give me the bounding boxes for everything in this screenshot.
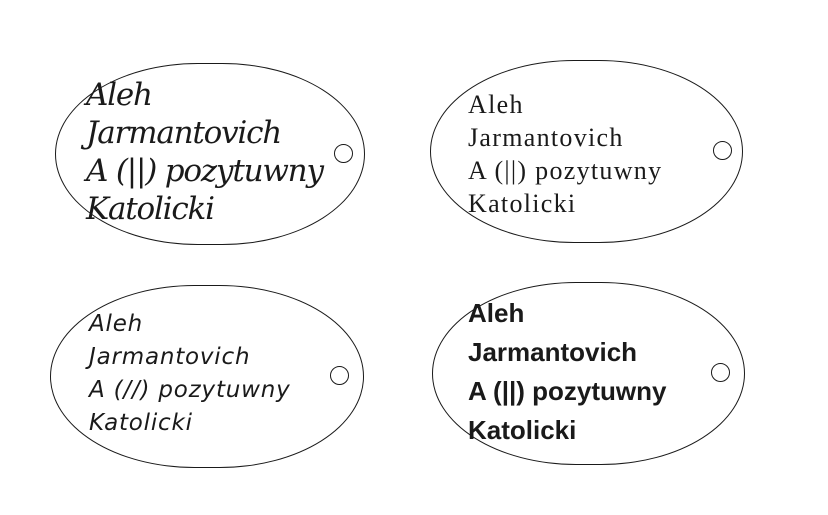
tag-text-block: Aleh Jarmantovich A (||) pozytuwny Katol…	[86, 76, 324, 228]
tag-hole-icon	[330, 366, 349, 385]
tag-name-line: Aleh	[86, 77, 153, 113]
tag-religion-line: Katolicki	[468, 189, 577, 218]
dog-tag-calligraphic: Aleh Jarmantovich A (||) pozytuwny Katol…	[55, 63, 365, 245]
tag-blood-type-line: A (||) pozytuwny	[468, 156, 663, 185]
tag-hole-icon	[334, 144, 353, 163]
dog-tag-serif: Aleh Jarmantovich A (||) pozytuwny Katol…	[430, 60, 743, 243]
dog-tag-italic: Aleh Jarmantovich A (//) pozytuwny Katol…	[50, 285, 364, 468]
tag-religion-line: Katolicki	[468, 415, 577, 445]
tag-text-block: Aleh Jarmantovich A (||) pozytuwny Katol…	[468, 88, 662, 220]
tag-text-block: Aleh Jarmantovich A (||) pozytuwny Katol…	[468, 294, 666, 450]
tag-hole-icon	[713, 141, 732, 160]
tag-surname-line: Jarmantovich	[468, 123, 624, 152]
tag-blood-type-line: A (||) pozytuwny	[468, 376, 667, 406]
tag-name-line: Aleh	[89, 311, 144, 337]
tag-surname-line: Jarmantovich	[89, 344, 251, 370]
dog-tag-bold: Aleh Jarmantovich A (||) pozytuwny Katol…	[432, 282, 745, 465]
tag-religion-line: Katolicki	[86, 191, 215, 227]
tag-blood-type-line: A (//) pozytuwny	[89, 377, 291, 403]
tag-name-line: Aleh	[468, 298, 525, 328]
tag-surname-line: Jarmantovich	[86, 115, 282, 151]
tag-text-block: Aleh Jarmantovich A (//) pozytuwny Katol…	[89, 308, 291, 440]
tag-religion-line: Katolicki	[89, 410, 193, 436]
tag-hole-icon	[711, 363, 730, 382]
tag-surname-line: Jarmantovich	[468, 337, 638, 367]
tag-name-line: Aleh	[468, 90, 524, 119]
tag-blood-type-line: A (||) pozytuwny	[86, 153, 324, 189]
